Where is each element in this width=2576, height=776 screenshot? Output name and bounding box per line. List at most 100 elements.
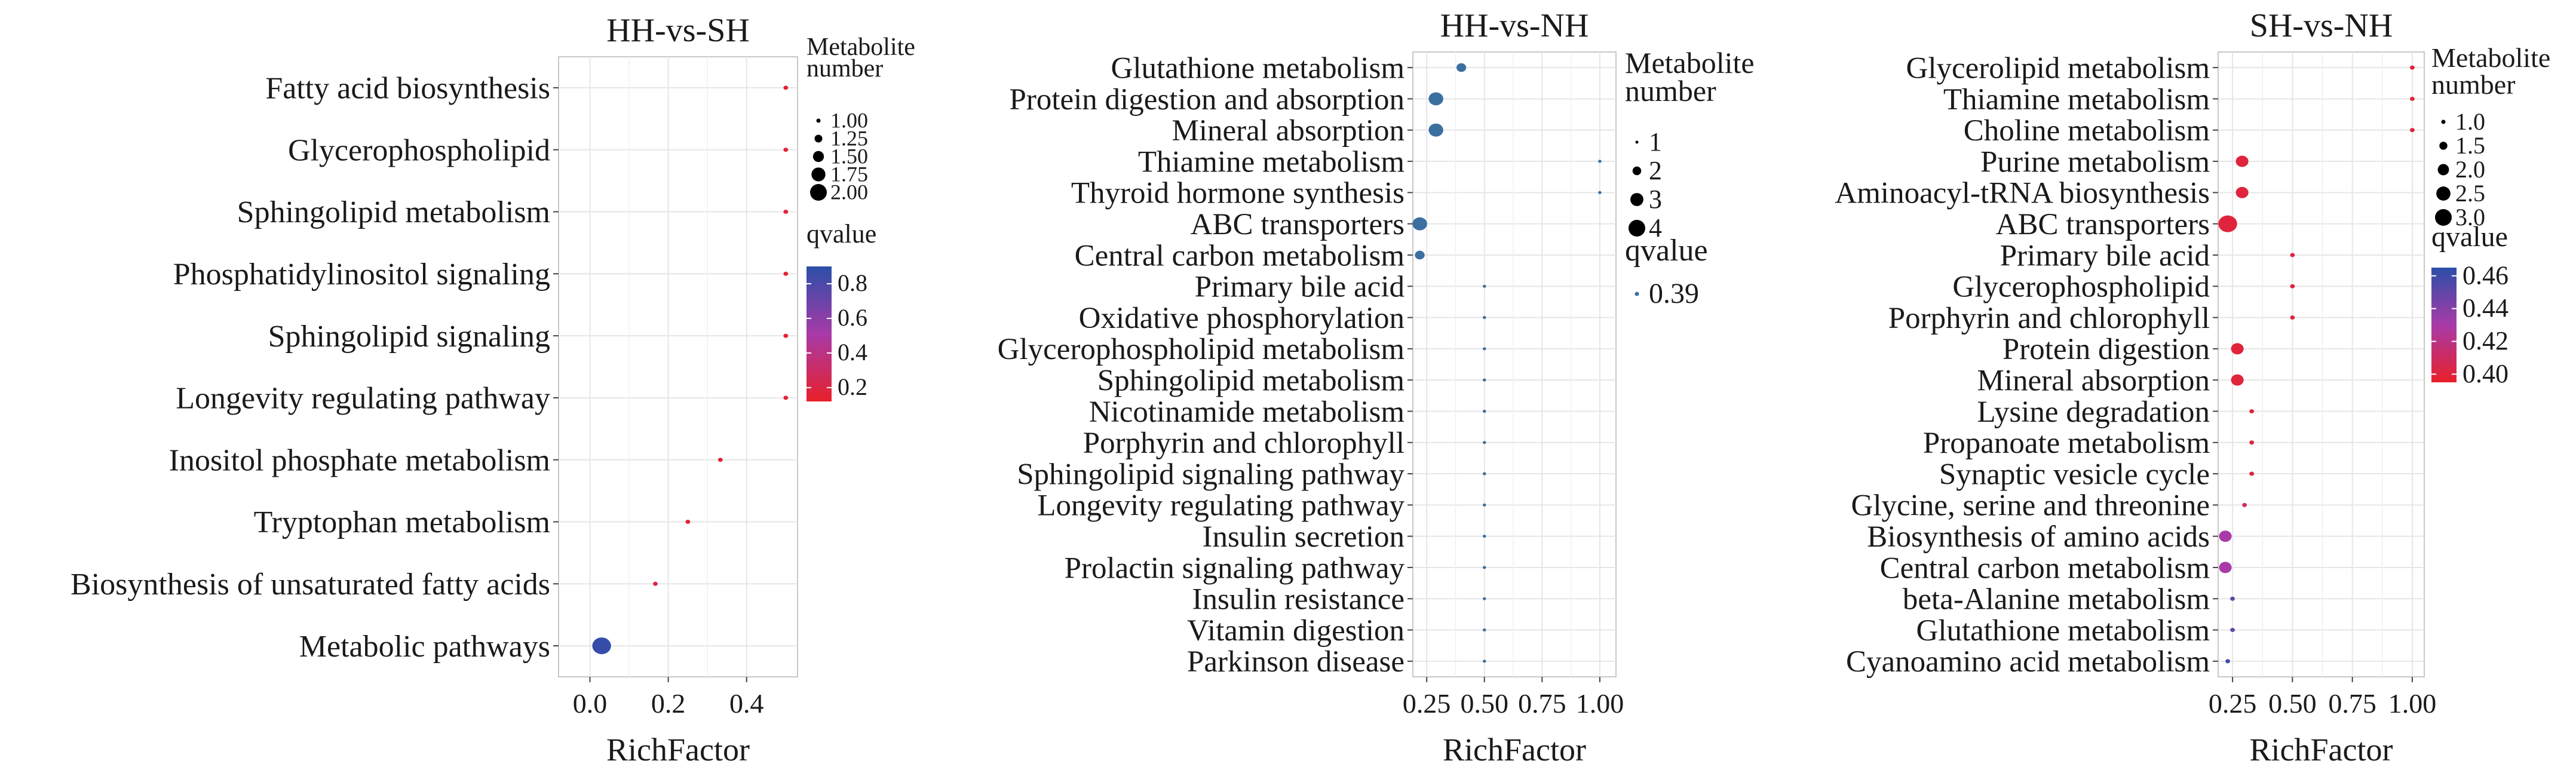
category-label: Sphingolipid metabolism <box>1097 364 1404 397</box>
category-label: Longevity regulating pathway <box>1037 489 1404 523</box>
data-point <box>1482 284 1486 288</box>
plot-area <box>558 56 798 677</box>
x-tick-label: 0.4 <box>729 688 764 719</box>
category-label: Choline metabolism <box>1964 114 2210 148</box>
category-label: Sphingolipid signaling pathway <box>1017 458 1404 491</box>
data-point <box>1482 316 1486 320</box>
data-point <box>1482 378 1486 382</box>
category-label: Oxidative phosphorylation <box>1079 302 1404 335</box>
size-legend-label: 2.00 <box>830 180 868 204</box>
data-point <box>783 148 789 152</box>
data-point <box>2242 502 2247 507</box>
plot-area <box>2218 51 2425 677</box>
data-point <box>1482 535 1486 538</box>
category-label: Biosynthesis of unsaturated fatty acids <box>70 568 550 602</box>
category-label: Cyanoamino acid metabolism <box>1846 645 2210 679</box>
x-tick-label: 0.50 <box>1461 688 1509 719</box>
size-legend-label: 4 <box>1649 213 1662 243</box>
category-label: Primary bile acid <box>2000 239 2210 272</box>
size-legend-dot <box>810 184 827 201</box>
color-legend-dot <box>1634 292 1639 296</box>
color-legend-title: qvalue <box>1625 234 1708 268</box>
color-legend-label: 0.39 <box>1649 278 1699 309</box>
color-legend-label: 0.46 <box>2462 260 2508 290</box>
size-legend-label: 1 <box>1649 127 1662 157</box>
data-point <box>783 85 789 90</box>
category-label: Glycerolipid metabolism <box>1906 51 2210 85</box>
data-point <box>783 395 789 400</box>
category-label: Vitamin digestion <box>1187 614 1404 648</box>
data-point <box>2218 215 2237 232</box>
size-legend-dot <box>1632 166 1642 176</box>
color-legend-label: 0.42 <box>2462 326 2508 355</box>
data-point <box>592 637 611 655</box>
data-point <box>2410 128 2415 133</box>
size-legend-label: 1.75 <box>830 162 868 186</box>
size-legend-label: 2.5 <box>2455 180 2485 207</box>
size-legend-dot <box>1630 193 1643 206</box>
size-legend-label: 3.0 <box>2455 204 2485 231</box>
color-legend-label: 0.4 <box>838 339 867 366</box>
x-axis-label: RichFactor <box>2250 732 2393 768</box>
category-label: Central carbon metabolism <box>1075 239 1404 272</box>
data-point <box>2249 440 2255 445</box>
size-legend-title: number <box>806 55 883 82</box>
category-label: Porphyrin and chlorophyll <box>1083 427 1404 460</box>
data-point <box>2235 186 2249 198</box>
chart-title: HH-vs-NH <box>1440 7 1589 44</box>
category-label: ABC transporters <box>1191 208 1404 241</box>
color-legend-label: 0.8 <box>838 269 867 296</box>
size-legend-dot <box>816 118 821 123</box>
data-point <box>1428 123 1443 137</box>
size-legend-dot <box>2435 209 2452 226</box>
category-label: Primary bile acid <box>1195 271 1404 304</box>
data-point <box>2225 659 2230 664</box>
data-point <box>1482 660 1486 663</box>
color-legend-label: 0.6 <box>838 304 867 331</box>
category-label: Glutathione metabolism <box>1111 51 1405 85</box>
x-tick-label: 0.2 <box>651 688 686 719</box>
size-legend-dot <box>1635 140 1639 144</box>
x-tick-label: 0.50 <box>2268 688 2317 719</box>
x-tick-label: 1.00 <box>1576 688 1624 719</box>
size-legend-dot <box>2441 119 2446 124</box>
color-bar <box>806 266 832 401</box>
x-tick-label: 1.00 <box>2388 688 2437 719</box>
data-point <box>2231 343 2244 355</box>
size-legend-label: 1.25 <box>830 127 868 151</box>
category-label: Thiamine metabolism <box>1943 83 2210 116</box>
chart-title: HH-vs-SH <box>606 12 750 49</box>
data-point <box>783 210 789 214</box>
data-point <box>1482 472 1486 476</box>
category-label: Protein digestion <box>2002 333 2210 366</box>
x-axis-label: RichFactor <box>606 732 750 768</box>
chart-panel-1: HH-vs-SH Fatty acid biosynthesis Glyceroph… <box>70 12 915 768</box>
category-label: Glycerophospholipid metabolism <box>998 333 1404 366</box>
category-label: Prolactin signaling pathway <box>1065 551 1405 585</box>
category-label: Purine metabolism <box>1980 145 2210 179</box>
category-label: Glutathione metabolism <box>1916 614 2210 648</box>
size-legend-label: 1.50 <box>830 145 868 168</box>
plot-area <box>1412 51 1617 677</box>
category-label: Glycine, serine and threonine <box>1851 489 2210 523</box>
data-point <box>1412 217 1427 231</box>
size-legend-title: Metabolite <box>806 33 915 61</box>
color-legend-title: qvalue <box>806 219 876 249</box>
category-label: Mineral absorption <box>1977 364 2210 397</box>
category-label: Inositol phosphate metabolism <box>169 443 550 477</box>
size-legend-dot <box>2436 186 2451 201</box>
color-legend-title: qvalue <box>2431 221 2508 253</box>
data-point <box>653 581 658 586</box>
size-legend-label: 1.5 <box>2455 132 2485 159</box>
category-label: Insulin secretion <box>1203 520 1405 554</box>
data-point <box>2230 596 2235 601</box>
category-label: beta-Alanine metabolism <box>1903 583 2210 616</box>
category-label: Tryptophan metabolism <box>254 505 550 539</box>
data-point <box>1482 566 1486 569</box>
size-legend-title: number <box>1625 74 1716 108</box>
data-point <box>2219 530 2232 542</box>
category-label: Glycerophospholipid <box>1952 271 2210 304</box>
data-point <box>783 333 789 338</box>
